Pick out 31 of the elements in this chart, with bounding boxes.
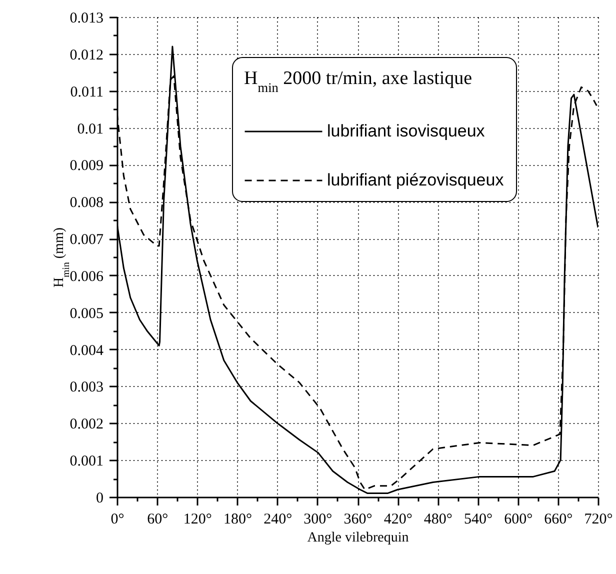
y-tick-label: 0.001 — [70, 454, 104, 470]
y-tick-label: 0.003 — [70, 380, 104, 396]
x-tick-label: 420° — [384, 512, 412, 528]
legend-title: H$_{min}$ 2000 tr/min, axe lastique — [244, 68, 472, 94]
x-tick-label: 0° — [110, 512, 124, 528]
x-tick-label: 240° — [264, 512, 292, 528]
y-tick-label: 0.013 — [70, 10, 104, 26]
x-tick-label: 660° — [544, 512, 573, 528]
legend-label: lubrifiant piézovisqueux — [327, 170, 504, 190]
y-tick-label: 0.006 — [70, 268, 104, 285]
y-tick-label: 0.004 — [70, 342, 104, 359]
x-tick-label: 600° — [504, 512, 533, 528]
y-tick-label: 0.01 — [77, 121, 104, 138]
x-tick-label: 360° — [344, 512, 372, 528]
x-tick-label: 60° — [147, 512, 168, 528]
x-tick-label: 720° — [584, 512, 613, 528]
y-tick-label: 0.012 — [70, 47, 104, 64]
legend-label: lubrifiant isovisqueux — [327, 122, 486, 140]
x-tick-label: 540° — [464, 512, 492, 528]
x-tick-label: 180° — [224, 512, 252, 528]
y-tick-label: 0.005 — [70, 306, 104, 322]
x-axis-title: Angle vilebrequin — [307, 530, 409, 546]
y-tick-label: 0.002 — [70, 416, 104, 433]
x-tick-label: 120° — [183, 512, 212, 528]
y-tick-label: 0.007 — [70, 232, 104, 248]
y-tick-label: 0.011 — [70, 84, 104, 100]
y-tick-label: 0 — [96, 490, 104, 506]
y-tick-label: 0.009 — [70, 158, 104, 174]
y-tick-label: 0.008 — [70, 195, 104, 212]
x-tick-label: 300° — [304, 512, 332, 528]
x-tick-label: 480° — [424, 512, 452, 528]
